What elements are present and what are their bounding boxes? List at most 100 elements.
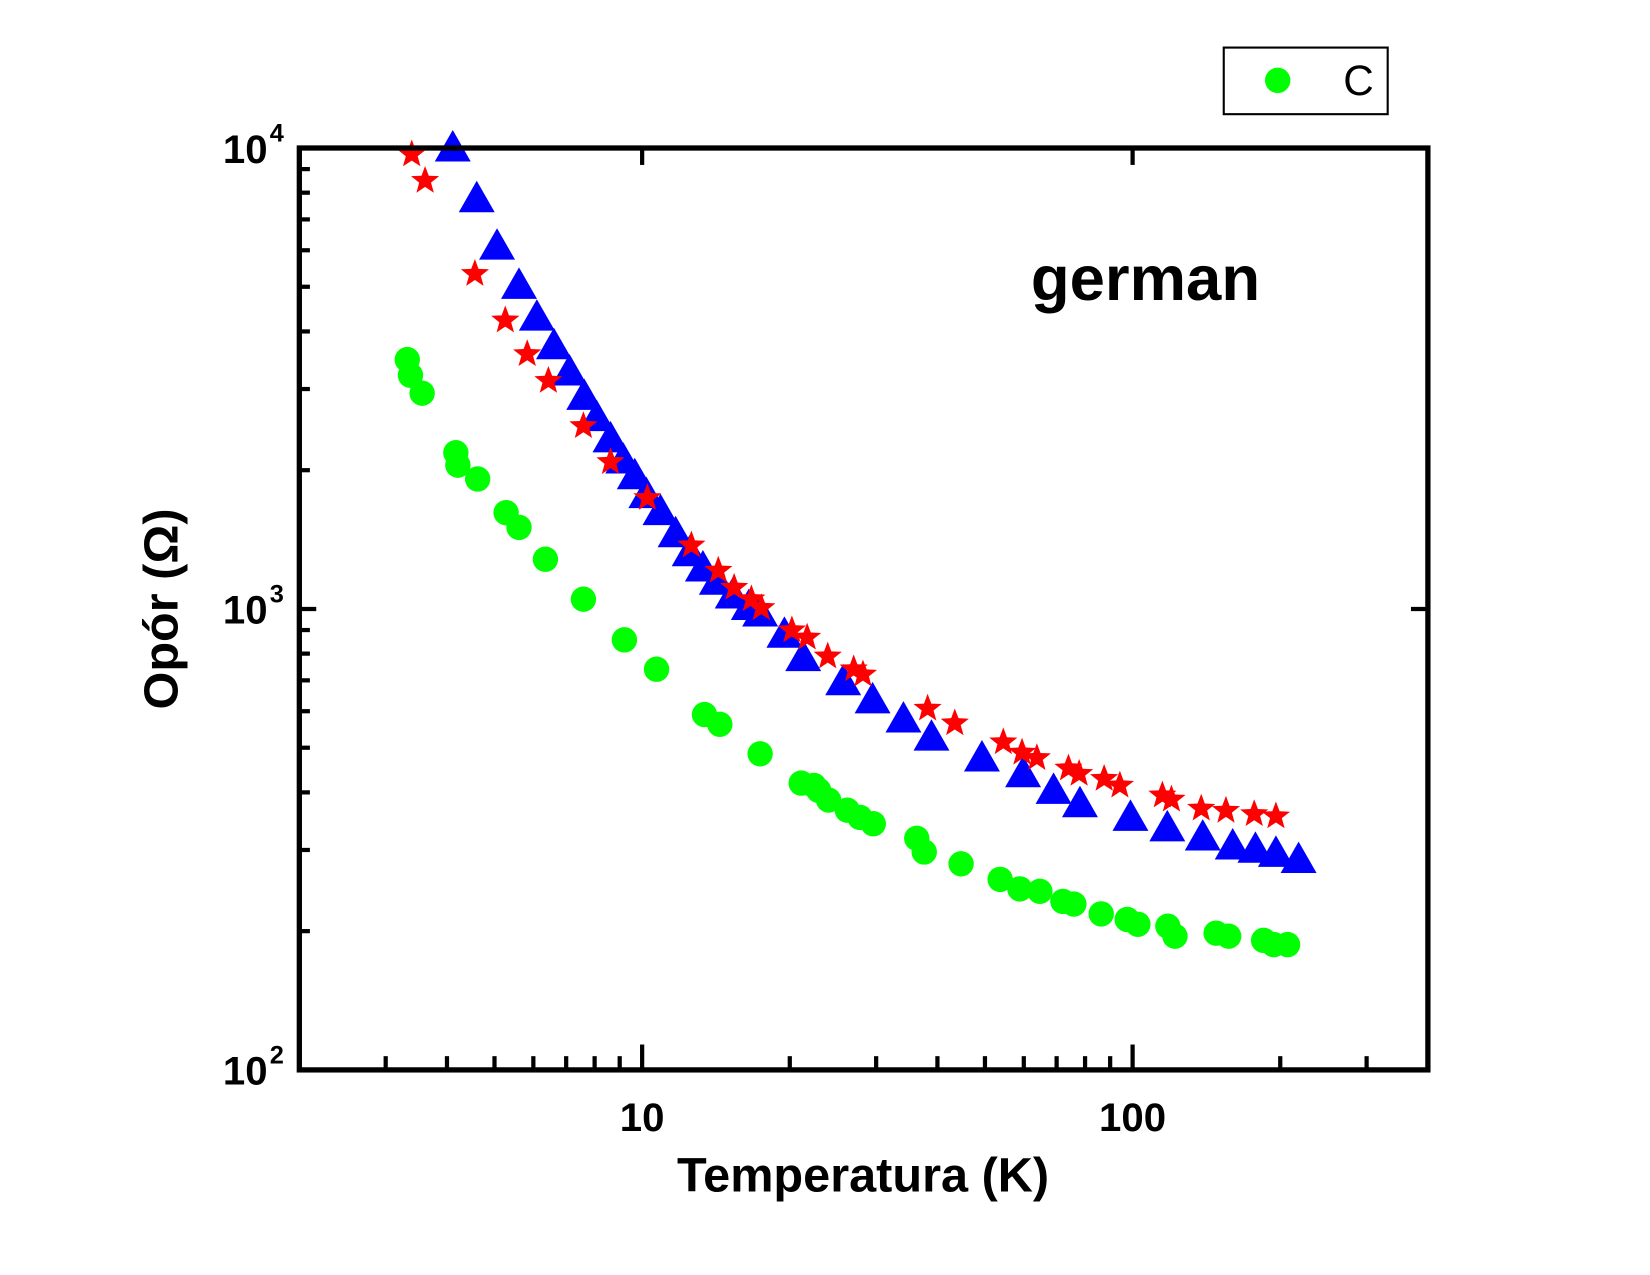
- triangle-point: [535, 327, 572, 360]
- circle-point: [1125, 911, 1151, 937]
- circle-point: [1088, 901, 1114, 927]
- star-point: [460, 259, 489, 286]
- triangle-point: [566, 378, 603, 410]
- star-point: [1211, 795, 1241, 823]
- star-point: [747, 593, 776, 620]
- triangle-point: [885, 701, 922, 733]
- triangle-point: [501, 267, 537, 299]
- triangle-point: [1112, 799, 1149, 831]
- star-point: [1157, 784, 1186, 812]
- star-point: [793, 622, 822, 650]
- circle-point: [1215, 923, 1242, 949]
- star-point: [1090, 764, 1119, 791]
- triangle-point: [592, 420, 629, 453]
- circle-point: [464, 466, 491, 492]
- circle-point: [1027, 878, 1053, 905]
- triangle-point: [1184, 819, 1221, 851]
- star-point: [913, 693, 942, 721]
- circle-point: [707, 711, 733, 737]
- circle-point: [1162, 923, 1188, 949]
- circle-point: [911, 839, 937, 865]
- triangle-point: [642, 493, 679, 526]
- star-point: [569, 411, 598, 439]
- y-axis-title: Opór (Ω): [135, 508, 189, 709]
- triangle-point: [785, 639, 822, 672]
- triangle-point: [1214, 828, 1251, 860]
- star-point: [534, 366, 563, 393]
- star-point: [677, 530, 706, 558]
- circle-point: [570, 586, 597, 612]
- triangle-point: [1237, 831, 1274, 863]
- star-point: [1240, 799, 1269, 827]
- circle-point: [506, 514, 532, 541]
- star-point: [491, 305, 520, 333]
- circle-point: [747, 741, 773, 767]
- circle-point: [1274, 931, 1301, 958]
- star-point: [513, 339, 542, 367]
- star-point: [1187, 793, 1216, 821]
- triangle-point: [1280, 841, 1317, 874]
- x-axis-title: Temperatura (K): [677, 1148, 1049, 1202]
- triangle-point: [1035, 772, 1072, 804]
- triangle-point: [913, 719, 950, 751]
- legend-label-c: C: [1343, 57, 1374, 104]
- triangle-point: [458, 180, 495, 213]
- circle-point: [643, 656, 670, 682]
- triangle-point: [854, 681, 891, 714]
- star-point: [704, 555, 733, 583]
- triangle-point: [657, 515, 694, 548]
- triangle-point: [1005, 755, 1042, 788]
- circle-point: [860, 811, 886, 837]
- star-point: [1148, 780, 1177, 808]
- y-tick-label: 10: [223, 127, 268, 172]
- triangle-point: [479, 228, 516, 260]
- star-point: [411, 165, 440, 193]
- legend-box: [1222, 46, 1389, 116]
- triangle-point: [825, 663, 862, 696]
- circle-point: [1061, 891, 1087, 917]
- star-point: [1065, 758, 1094, 786]
- star-point: [940, 708, 969, 736]
- circle-point: [948, 851, 974, 877]
- legend-marker-c: [1265, 67, 1291, 94]
- circle-point: [1007, 876, 1033, 902]
- y-tick-label: 10: [223, 1049, 268, 1094]
- circle-point: [445, 452, 471, 478]
- star-point: [839, 654, 868, 682]
- x-tick-label: 100: [1099, 1095, 1166, 1140]
- y-tick-exponent: 3: [270, 581, 284, 609]
- legend: C: [1222, 46, 1389, 116]
- star-point: [633, 483, 662, 510]
- star-point: [1054, 753, 1083, 781]
- star-point: [848, 659, 878, 687]
- triangle-point: [1149, 809, 1186, 842]
- triangle-point: [1257, 835, 1294, 867]
- star-point: [1105, 770, 1134, 798]
- star-point: [1022, 743, 1051, 770]
- star-point: [813, 641, 842, 669]
- circle-point: [611, 627, 638, 653]
- y-tick-label: 10: [223, 588, 268, 633]
- star-point: [1261, 801, 1291, 829]
- plot-frame: [296, 145, 1431, 1073]
- star-point: [596, 447, 625, 474]
- circle-point: [532, 546, 559, 572]
- circle-point: [409, 380, 435, 406]
- star-point: [1007, 737, 1037, 765]
- y-tick-exponent: 2: [270, 1042, 284, 1070]
- star-point: [737, 584, 766, 612]
- circle-point: [815, 787, 842, 813]
- star-point: [777, 615, 806, 643]
- triangle-point: [518, 299, 555, 331]
- star-point: [397, 139, 426, 167]
- triangle-point: [963, 740, 1000, 772]
- triangle-point: [766, 616, 803, 648]
- star-point: [989, 727, 1018, 755]
- star-point: [720, 572, 749, 600]
- circle-point: [987, 866, 1013, 893]
- circle-point: [397, 362, 424, 388]
- y-tick-exponent: 4: [270, 120, 284, 148]
- annotation-german: german: [1031, 244, 1260, 314]
